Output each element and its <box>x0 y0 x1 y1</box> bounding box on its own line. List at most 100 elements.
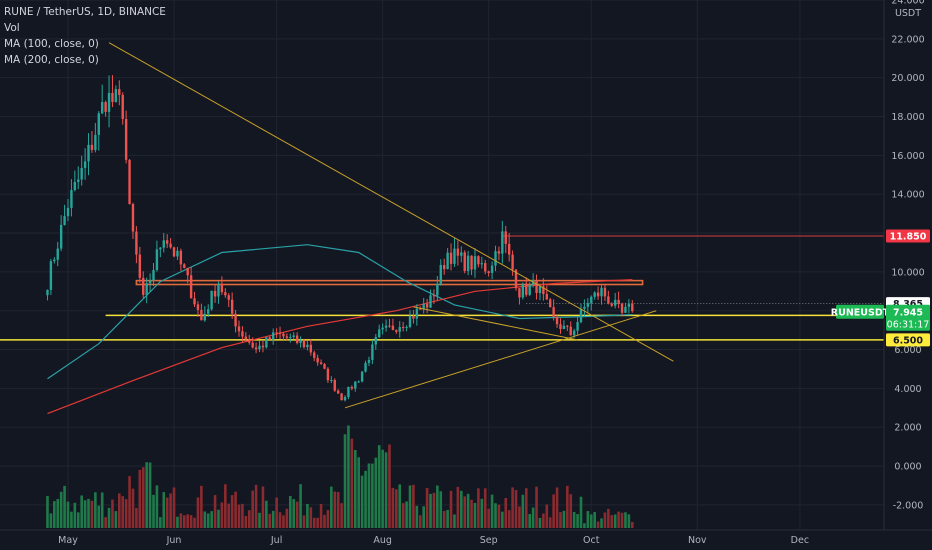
candle-body <box>446 252 449 270</box>
candle-body <box>439 264 442 284</box>
candle-countdown: 06:31:17 <box>887 319 930 330</box>
volume-bar <box>128 476 131 528</box>
candle-body <box>422 303 425 310</box>
price-axis[interactable]: USDT 24.000 22.000 20.000 18.000 16.000 14.00… <box>891 0 924 511</box>
volume-bar <box>121 496 125 528</box>
volume-bar <box>504 497 508 528</box>
ma200-indicator-label[interactable]: MA (200, close, 0) <box>4 54 99 66</box>
vol-indicator-label[interactable]: Vol <box>4 22 20 34</box>
candle-body <box>624 306 627 313</box>
trendline[interactable] <box>344 310 657 409</box>
candle-body <box>289 337 292 339</box>
candle-body <box>248 339 251 343</box>
y-tick-label: 16.000 <box>891 151 924 162</box>
candle-body <box>213 290 217 297</box>
volume-bar <box>408 485 412 528</box>
resistance-zone[interactable] <box>135 279 644 286</box>
candle-body <box>631 303 634 312</box>
candle-body <box>415 308 419 319</box>
candle-body <box>381 327 384 330</box>
candle-body <box>131 204 135 232</box>
volume-bar <box>330 486 333 528</box>
candle-body <box>607 296 610 304</box>
volume-bar <box>548 517 552 528</box>
volume-bar <box>114 511 118 528</box>
volume-bar <box>141 467 145 528</box>
candle-body <box>453 248 456 264</box>
candle-body <box>272 332 275 340</box>
candle-body <box>449 252 453 264</box>
candle-body <box>535 280 538 293</box>
ma200-line[interactable] <box>47 279 633 415</box>
candle-body <box>97 113 100 135</box>
candle-body <box>220 283 224 293</box>
candle-body <box>169 243 172 248</box>
volume-bar <box>90 500 94 528</box>
ma100-line[interactable] <box>47 244 633 380</box>
volume-bar <box>367 463 371 528</box>
candle-body <box>596 292 600 297</box>
candle-body <box>514 269 518 289</box>
candle-body <box>549 299 552 308</box>
candle-body <box>484 263 487 272</box>
candle-body <box>176 250 179 257</box>
candle-body <box>391 325 395 331</box>
volume-bar <box>333 491 337 528</box>
candle-body <box>330 379 333 381</box>
candle-body <box>364 362 367 372</box>
volume-bar <box>196 497 200 528</box>
candle-body <box>559 324 562 330</box>
volume-bar <box>268 513 272 528</box>
candle-body <box>306 344 309 348</box>
volume-bar <box>627 514 631 528</box>
volume-bar <box>340 503 343 528</box>
volume-bar <box>538 517 542 528</box>
volume-bar <box>46 496 49 528</box>
volume-bar <box>501 511 504 528</box>
candle-body <box>46 289 49 296</box>
candle-body <box>114 89 118 103</box>
candle-body <box>480 263 484 265</box>
candle-body <box>525 283 528 295</box>
candle-body <box>101 102 104 114</box>
volume-bar <box>350 438 354 528</box>
volume-bar <box>569 494 573 528</box>
ma100-indicator-label[interactable]: MA (100, close, 0) <box>4 38 99 50</box>
volume-bar <box>336 492 340 528</box>
time-axis[interactable]: May Jun Jul Aug Sep Oct Nov Dec <box>58 535 809 546</box>
volume-bar <box>247 510 251 528</box>
volume-bar <box>94 492 97 528</box>
current-price-tag-bg <box>886 304 930 331</box>
candle-body <box>172 247 176 257</box>
symbol-title[interactable]: RUNE / TetherUS, 1D, BINANCE <box>4 6 166 18</box>
candle-body <box>183 264 186 268</box>
candle-body <box>384 325 388 328</box>
candle-body <box>620 303 624 313</box>
volume-bar <box>460 490 463 528</box>
candle-body <box>234 313 237 327</box>
volume-bar <box>289 496 292 528</box>
volume-bar <box>521 494 525 528</box>
trendline[interactable] <box>413 306 578 341</box>
candle-body <box>562 325 566 330</box>
volume-bar <box>617 511 620 528</box>
volume-bar <box>59 491 63 528</box>
volume-bar <box>470 499 473 528</box>
volume-bar <box>148 462 152 528</box>
volume-bar <box>316 517 319 528</box>
candle-body <box>258 345 261 350</box>
candle-body <box>265 337 268 348</box>
candle-body <box>494 251 497 266</box>
trendline[interactable] <box>108 42 674 362</box>
volume-bar <box>53 501 56 528</box>
volume-bar <box>535 486 538 528</box>
candle-body <box>340 393 343 401</box>
y-tick-label: 18.000 <box>891 112 924 123</box>
trendlines[interactable] <box>108 42 674 409</box>
candle-body <box>142 277 145 295</box>
candle-body <box>254 347 258 350</box>
volume-bar <box>203 511 207 528</box>
volume-bar <box>347 425 350 528</box>
candle-body <box>473 256 477 270</box>
